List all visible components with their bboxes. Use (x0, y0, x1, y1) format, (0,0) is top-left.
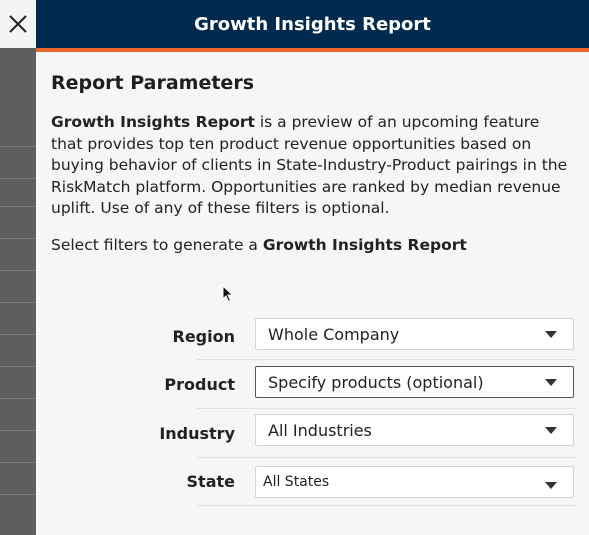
backdrop-row-divider (0, 146, 36, 147)
chevron-down-icon (545, 482, 557, 489)
panel-content: Report Parameters Growth Insights Report… (36, 52, 589, 254)
backdrop-row-divider (0, 430, 36, 431)
chevron-down-icon (545, 331, 557, 338)
prompt-report-name: Growth Insights Report (262, 235, 467, 254)
description-report-name: Growth Insights Report (51, 113, 255, 131)
close-button[interactable] (0, 0, 36, 48)
backdrop-row-divider (0, 206, 36, 207)
region-select[interactable]: Whole Company (255, 318, 574, 350)
prompt-text: Select filters to generate a (51, 235, 263, 254)
industry-select[interactable]: All Industries (255, 414, 574, 446)
region-label: Region (172, 327, 236, 346)
backdrop-row-divider (0, 302, 36, 303)
product-label: Product (164, 375, 235, 394)
filter-row-industry: Industry All Industries (36, 409, 589, 457)
filter-row-product: Product Specify products (optional) (36, 360, 589, 408)
select-filters-prompt: Select filters to generate a Growth Insi… (51, 236, 573, 254)
section-title: Report Parameters (51, 72, 254, 94)
backdrop-row-divider (0, 398, 36, 399)
chevron-down-icon (545, 427, 557, 434)
mouse-pointer-icon (222, 285, 234, 303)
row-divider (196, 457, 576, 458)
backdrop-row-divider (0, 270, 36, 271)
row-divider (196, 408, 576, 409)
filter-row-state: State All States (36, 458, 589, 506)
report-side-panel: Growth Insights Report Report Parameters… (36, 0, 589, 535)
filter-row-region: Region Whole Company (36, 312, 589, 360)
backdrop-overlay (0, 0, 36, 535)
backdrop-row-divider (0, 334, 36, 335)
close-icon (9, 15, 27, 33)
state-selected-value: All States (263, 474, 330, 490)
row-divider (196, 359, 576, 360)
backdrop-row-divider (0, 366, 36, 367)
state-select[interactable]: All States (255, 466, 574, 498)
backdrop-row-divider (0, 238, 36, 239)
panel-title: Growth Insights Report (194, 13, 431, 35)
report-description: Growth Insights Report is a preview of a… (51, 112, 573, 220)
description-text: is a preview of an upcoming feature that… (51, 113, 568, 217)
product-select[interactable]: Specify products (optional) (255, 366, 574, 398)
industry-label: Industry (159, 424, 235, 443)
row-divider (196, 505, 576, 506)
industry-selected-value: All Industries (268, 420, 372, 440)
product-placeholder: Specify products (optional) (268, 372, 484, 392)
backdrop-row-divider (0, 462, 36, 463)
chevron-down-icon (545, 379, 557, 386)
backdrop-row-divider (0, 494, 36, 495)
region-selected-value: Whole Company (268, 324, 400, 344)
state-label: State (186, 472, 235, 491)
panel-header: Growth Insights Report (36, 0, 589, 52)
backdrop-row-divider (0, 178, 36, 179)
